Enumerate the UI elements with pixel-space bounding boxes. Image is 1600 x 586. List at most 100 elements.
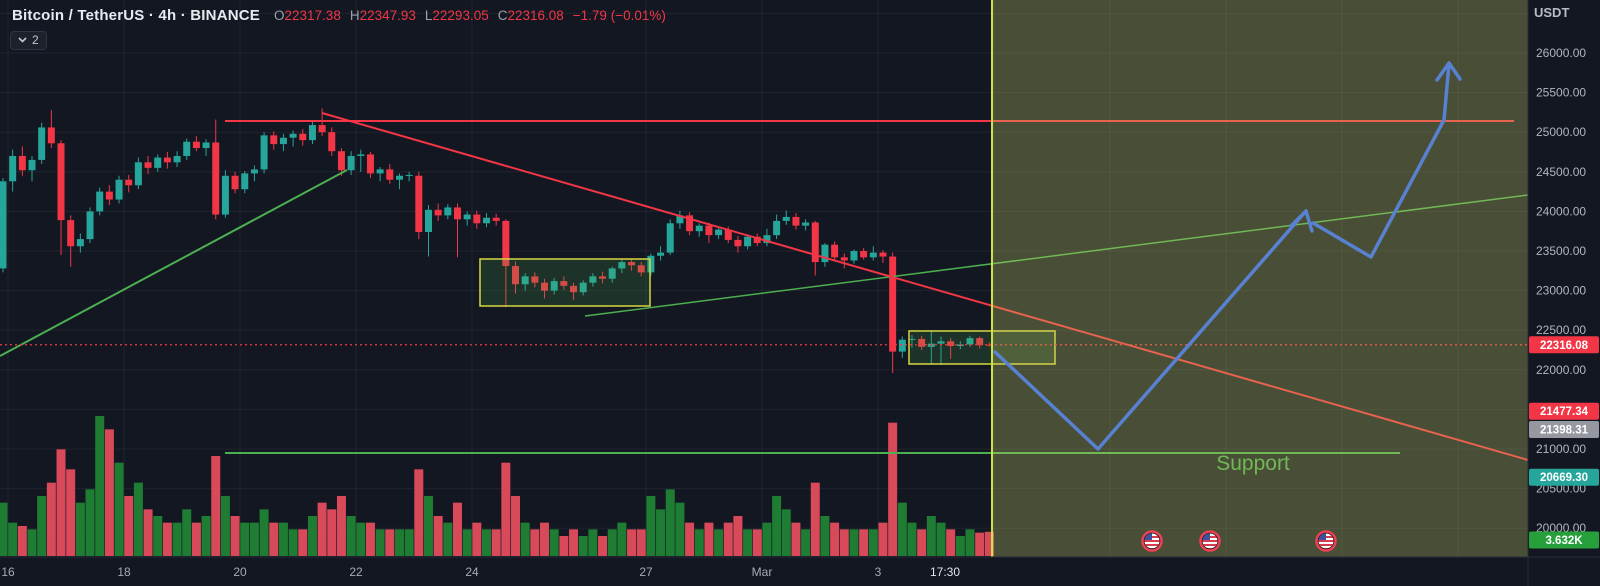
volume-bar xyxy=(404,529,414,556)
volume-bar xyxy=(143,509,153,556)
volume-bar xyxy=(888,422,898,556)
candle-body xyxy=(386,169,394,180)
candle-body xyxy=(47,127,55,144)
volume-bar xyxy=(8,522,18,556)
candle-body xyxy=(9,155,17,182)
volume-bar xyxy=(66,469,76,556)
candle-body xyxy=(618,262,626,269)
volume-bar xyxy=(298,529,308,556)
candle-body xyxy=(763,235,771,244)
projection-arrow-1[interactable] xyxy=(993,209,1308,451)
consolidation-box[interactable] xyxy=(479,258,651,307)
candle-body xyxy=(28,159,36,171)
volume-bar xyxy=(414,469,424,556)
price-tick: 23500.00 xyxy=(1536,244,1586,258)
us-flag-icon[interactable] xyxy=(1315,530,1337,552)
volume-bar xyxy=(46,482,56,556)
candle-body xyxy=(231,175,239,190)
volume-bar xyxy=(665,489,675,556)
high-value: 22347.93 xyxy=(359,8,416,23)
price-tick: 24500.00 xyxy=(1536,165,1586,179)
us-flag-icon[interactable] xyxy=(1199,530,1221,552)
volume-bar xyxy=(501,462,511,556)
ascending-trendline[interactable] xyxy=(0,169,348,357)
volume-bar xyxy=(491,529,501,556)
candle-body xyxy=(657,252,665,256)
chart-pane[interactable]: Support xyxy=(0,0,1528,557)
volume-bar xyxy=(646,495,656,556)
ascending-trendline-2[interactable] xyxy=(584,194,1528,317)
candle-body xyxy=(560,281,568,286)
volume-bar xyxy=(743,529,753,556)
candle-body xyxy=(395,175,403,180)
volume-bar xyxy=(278,522,288,556)
chart-header: Bitcoin / TetherUS · 4h · BINANCE O22317… xyxy=(12,7,666,24)
candle-body xyxy=(686,215,694,232)
arrowhead-icon xyxy=(1435,61,1462,82)
volume-bar xyxy=(182,509,192,556)
volume-bar xyxy=(327,509,337,556)
price-axis[interactable]: 26000.00 25500.00 25000.00 24500.00 24000.00… xyxy=(1529,46,1599,549)
candle-body xyxy=(299,133,307,141)
candle-body xyxy=(966,338,974,345)
candle-body xyxy=(144,162,152,168)
volume-bar xyxy=(723,522,733,556)
price-axis-currency[interactable]: USDT xyxy=(1534,5,1570,20)
candle-body xyxy=(76,239,84,247)
us-flag-icon[interactable] xyxy=(1141,530,1163,552)
projection-highlight-zone xyxy=(992,0,1528,557)
volume-bar xyxy=(172,522,182,556)
descending-trendline[interactable] xyxy=(321,112,1528,461)
volume-bar xyxy=(356,522,366,556)
volume-bar xyxy=(975,532,985,556)
candle-body xyxy=(463,214,471,220)
candle-body xyxy=(695,225,703,232)
candle-body xyxy=(483,217,490,224)
time-tick: 27 xyxy=(639,565,653,579)
volume-bar xyxy=(675,502,685,556)
volume-bar xyxy=(849,529,859,556)
volume-bar xyxy=(365,522,375,556)
candle-body xyxy=(86,211,94,240)
volume-bar xyxy=(549,529,559,556)
volume-bar xyxy=(259,509,269,556)
volume-bar xyxy=(394,529,404,556)
candle-body xyxy=(840,257,848,261)
time-axis[interactable]: 16 18 20 22 24 27 Mar 3 17:30 xyxy=(1,565,960,579)
projection-arrow-2[interactable] xyxy=(1311,62,1451,259)
object-tree-collapse-button[interactable]: 2 xyxy=(10,31,47,50)
candle-body xyxy=(173,155,181,163)
low-value: 22293.05 xyxy=(432,8,489,23)
candle-body xyxy=(405,174,413,176)
high-label: H xyxy=(349,8,360,23)
volume-bar xyxy=(104,429,114,556)
svg-text:20669.30: 20669.30 xyxy=(1540,472,1588,484)
volume-label: 3.632K xyxy=(1529,531,1599,549)
volume-bar xyxy=(133,482,143,556)
candle-body xyxy=(308,125,316,141)
volume-bar xyxy=(607,529,617,556)
candle-body xyxy=(599,276,607,279)
time-tick: 20 xyxy=(233,565,247,579)
ohlc-readout: O22317.38 H22347.93 L22293.05 C22316.08 … xyxy=(274,8,666,23)
alert-price-label: 21477.34 xyxy=(1529,402,1599,420)
volume-bar xyxy=(762,522,772,556)
svg-text:22316.08: 22316.08 xyxy=(1540,340,1589,352)
symbol-title[interactable]: Bitcoin / TetherUS · 4h · BINANCE xyxy=(12,7,260,24)
volume-bar xyxy=(336,495,346,556)
consolidation-box[interactable] xyxy=(908,330,1056,365)
collapse-count: 2 xyxy=(32,33,39,47)
candle-body xyxy=(869,252,877,258)
candle-body xyxy=(512,266,520,285)
support-label[interactable]: Support xyxy=(1216,452,1290,475)
volume-bar xyxy=(114,462,124,556)
volume-bar xyxy=(926,515,936,556)
teal-price-label: 20669.30 xyxy=(1529,468,1599,486)
candle-body xyxy=(531,276,539,283)
candle-body xyxy=(782,216,790,221)
volume-bar xyxy=(124,495,134,556)
candle-body xyxy=(163,157,171,163)
candle-body xyxy=(57,143,65,221)
